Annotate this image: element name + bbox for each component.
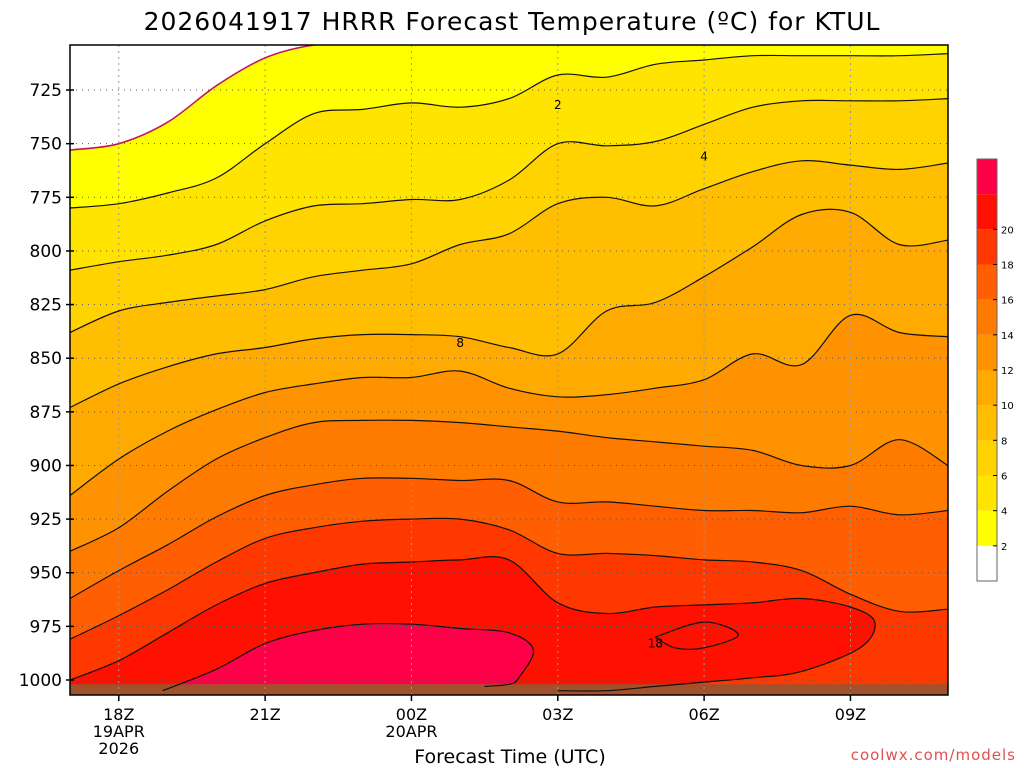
isotherm-14c <box>70 477 948 600</box>
x-tick-label: 06Z <box>688 705 719 724</box>
colorbar-swatch <box>977 370 997 406</box>
isotherm-8c <box>70 208 948 409</box>
x-tick-label: 18Z <box>103 705 134 724</box>
pressure-gridlines <box>70 89 948 681</box>
time-gridlines <box>118 45 851 695</box>
isotherm-4c <box>70 98 948 271</box>
colorbar-label: 10 <box>1001 401 1014 412</box>
x-tick-year: 2026 <box>98 739 139 758</box>
contour-label: 4 <box>700 150 708 164</box>
colorbar-swatch <box>977 545 997 581</box>
x-axis-title: Forecast Time (UTC) <box>414 746 605 768</box>
surface-ground <box>70 684 948 695</box>
contour-label: 2 <box>554 98 562 112</box>
temperature-fills <box>70 45 948 695</box>
y-tick-label: 925 <box>30 510 62 530</box>
plot-area: 2 4 8 18 <box>70 45 948 695</box>
y-tick-label: 800 <box>30 242 62 262</box>
colorbar-label: 14 <box>1001 331 1014 342</box>
y-tick-label: 975 <box>30 617 62 637</box>
chart-title: 2026041917 HRRR Forecast Temperature (ºC… <box>144 7 881 36</box>
x-tick-label: 21Z <box>249 705 280 724</box>
colorbar-swatch <box>977 475 997 511</box>
y-tick-label: 775 <box>30 188 62 208</box>
colorbar-label: 18 <box>1001 261 1014 272</box>
contour-label: 18 <box>648 637 663 651</box>
x-tick-date: 20APR <box>385 722 437 741</box>
island-fill-18c <box>655 622 739 650</box>
colorbar-swatch <box>977 299 997 335</box>
y-tick-label: 750 <box>30 135 62 155</box>
isotherm-contours <box>70 45 948 692</box>
colorbar-swatch <box>977 264 997 300</box>
isotherm-18c-island <box>654 621 739 650</box>
y-tick-label: 900 <box>30 456 62 476</box>
colorbar-swatch <box>977 229 997 265</box>
x-tick-date: 19APR <box>93 722 145 741</box>
isotherm-16c <box>70 517 948 640</box>
y-tick-label: 825 <box>30 296 62 316</box>
colorbar-swatch <box>977 440 997 476</box>
isotherm-20c <box>162 622 535 692</box>
isotherm-10c <box>70 313 948 496</box>
colorbar-label: 6 <box>1001 472 1007 483</box>
isotherm-6c <box>70 160 948 334</box>
colorbar-label: 20 <box>1001 225 1014 236</box>
y-axis: 725 750 775 800 825 850 875 900 925 950 975 1000 <box>19 81 74 691</box>
colorbar-swatch <box>977 405 997 441</box>
contour-label: 8 <box>456 336 464 350</box>
isotherm-0c <box>70 45 321 151</box>
y-tick-label: 950 <box>30 564 62 584</box>
y-tick-label: 875 <box>30 403 62 423</box>
colorbar-label: 2 <box>1001 542 1007 553</box>
y-tick-label: 725 <box>30 81 62 101</box>
isotherm-12c <box>70 419 948 552</box>
y-tick-label: 1000 <box>19 671 62 691</box>
x-tick-label: 03Z <box>542 705 573 724</box>
x-tick-label: 00Z <box>396 705 427 724</box>
y-tick-label: 850 <box>30 349 62 369</box>
isotherm-18c <box>70 556 876 692</box>
band-fill-20c <box>162 623 534 695</box>
plot-frame <box>69 44 949 696</box>
colorbar-swatch <box>977 334 997 370</box>
credit-text: coolwx.com/models <box>851 746 1016 764</box>
isotherm-2c <box>70 53 948 209</box>
colorbar-label: 12 <box>1001 366 1014 377</box>
colorbar-label: 8 <box>1001 436 1007 447</box>
band-fill-0c <box>70 45 314 151</box>
surface-strip <box>70 684 948 695</box>
colorbar-swatch <box>977 194 997 230</box>
contour-labels: 2 4 8 18 <box>456 98 708 650</box>
colorbar-swatch <box>977 159 997 195</box>
colorbar-label: 16 <box>1001 296 1014 307</box>
colorbar-swatch <box>977 510 997 546</box>
colorbar: 2 4 6 8 10 12 14 16 18 20 <box>976 158 1014 582</box>
colorbar-label: 4 <box>1001 507 1007 518</box>
x-tick-label: 09Z <box>835 705 866 724</box>
